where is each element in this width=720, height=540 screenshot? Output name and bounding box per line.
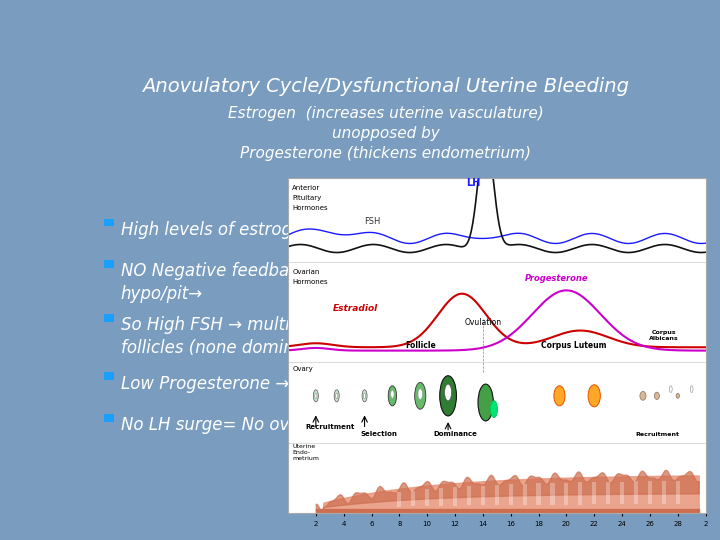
Text: Ovarian: Ovarian	[292, 268, 320, 275]
Text: Progesterone (thickens endometrium): Progesterone (thickens endometrium)	[240, 146, 531, 161]
Circle shape	[313, 390, 318, 402]
Circle shape	[490, 401, 498, 417]
Text: So High FSH → multiple
follicles (none dominant): So High FSH → multiple follicles (none d…	[121, 316, 328, 356]
Circle shape	[315, 393, 317, 399]
Text: LH: LH	[466, 178, 480, 188]
Text: Ovulation: Ovulation	[464, 318, 501, 327]
Text: unopposed by: unopposed by	[332, 126, 440, 141]
Circle shape	[362, 390, 367, 402]
Circle shape	[418, 389, 423, 400]
Text: NO Negative feedback on
hypo/pit→: NO Negative feedback on hypo/pit→	[121, 262, 333, 302]
Text: Corpus
Albicans: Corpus Albicans	[649, 330, 679, 341]
Bar	[104, 314, 114, 322]
Circle shape	[334, 390, 339, 402]
Circle shape	[440, 376, 456, 416]
Ellipse shape	[554, 386, 565, 406]
Text: Anterior: Anterior	[292, 185, 320, 191]
Circle shape	[445, 384, 451, 401]
Text: FSH: FSH	[364, 217, 381, 226]
Text: Low Progesterone →: Low Progesterone →	[121, 375, 289, 393]
Text: Uterine
Endo-
metrium: Uterine Endo- metrium	[292, 444, 319, 461]
Ellipse shape	[676, 394, 680, 398]
Text: Estrogen  (increases uterine vasculature): Estrogen (increases uterine vasculature)	[228, 106, 544, 122]
Text: Anovulatory Cycle/Dysfunctional Uterine Bleeding: Anovulatory Cycle/Dysfunctional Uterine …	[143, 77, 629, 96]
Text: High levels of estrogen →: High levels of estrogen →	[121, 221, 332, 239]
Circle shape	[670, 386, 672, 393]
Text: Selection: Selection	[360, 431, 397, 437]
Text: Recruitment: Recruitment	[305, 424, 354, 430]
Text: Pituitary: Pituitary	[292, 195, 321, 201]
Text: Progesterone: Progesterone	[525, 274, 588, 283]
Ellipse shape	[640, 392, 646, 400]
Text: Ovary: Ovary	[292, 366, 313, 372]
Ellipse shape	[654, 392, 660, 400]
Bar	[104, 414, 114, 422]
Circle shape	[364, 393, 366, 399]
Bar	[104, 219, 114, 226]
Text: Recruitment: Recruitment	[635, 432, 679, 437]
Bar	[104, 260, 114, 268]
Text: Hormones: Hormones	[292, 205, 328, 211]
Text: No LH surge= No ovulation: No LH surge= No ovulation	[121, 416, 346, 434]
Text: Follicle: Follicle	[405, 341, 436, 350]
Bar	[104, 373, 114, 380]
Circle shape	[690, 386, 693, 393]
Circle shape	[391, 390, 394, 398]
Text: Corpus Luteum: Corpus Luteum	[541, 341, 606, 350]
Circle shape	[478, 384, 493, 421]
Text: Dominance: Dominance	[433, 431, 477, 437]
Circle shape	[388, 386, 397, 406]
Text: Estradiol: Estradiol	[333, 304, 378, 313]
Circle shape	[336, 393, 338, 399]
Ellipse shape	[588, 385, 600, 407]
Circle shape	[415, 382, 426, 409]
Text: Hormones: Hormones	[292, 279, 328, 285]
